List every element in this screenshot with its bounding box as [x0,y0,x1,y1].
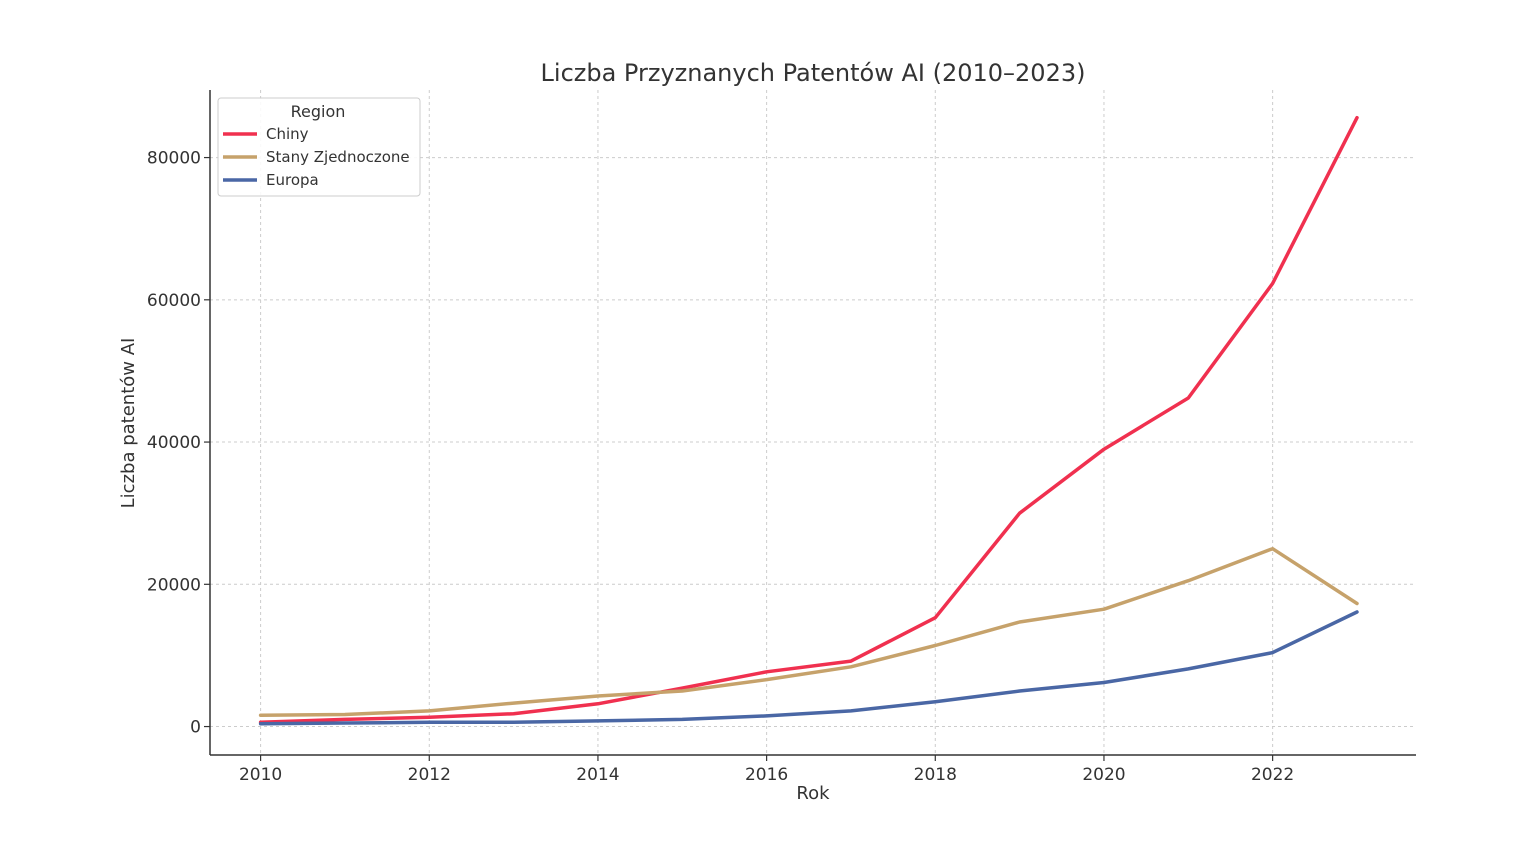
y-ticks: 0 20000 40000 60000 80000 [147,149,210,738]
legend-label-chiny: Chiny [266,125,309,143]
y-tick-label: 60000 [147,291,201,311]
legend-box [217,97,421,197]
x-tick-label: 2020 [1082,765,1125,785]
legend-items: Chiny Stany Zjednoczone Europa [223,125,410,189]
x-axis-label: Rok [796,783,830,804]
x-tick-label: 2022 [1251,765,1294,785]
x-tick-label: 2018 [914,765,957,785]
x-tick-label: 2010 [239,765,282,785]
y-tick-label: 40000 [147,433,201,453]
series-line-chiny [258,115,1359,725]
y-axis-label: Liczba patentów AI [118,338,139,509]
series-line-europa [258,610,1359,726]
axes [209,90,1416,756]
x-tick-label: 2014 [576,765,619,785]
legend: Region Chiny Stany Zjednoczone Europa [217,97,421,197]
series-lines [258,115,1359,726]
legend-title: Region [291,102,346,121]
y-tick-label: 20000 [147,575,201,595]
x-ticks: 2010 2012 2014 2016 2018 2020 2022 [239,755,1294,785]
x-tick-label: 2016 [745,765,788,785]
legend-label-stany-zjednoczone: Stany Zjednoczone [266,148,410,166]
x-tick-label: 2012 [408,765,451,785]
y-tick-label: 80000 [147,149,201,169]
y-tick-label: 0 [190,718,201,738]
series-line-stany-zjednoczone [258,546,1359,717]
chart-title: Liczba Przyznanych Patentów AI (2010–202… [541,59,1086,87]
legend-label-europa: Europa [266,171,319,189]
